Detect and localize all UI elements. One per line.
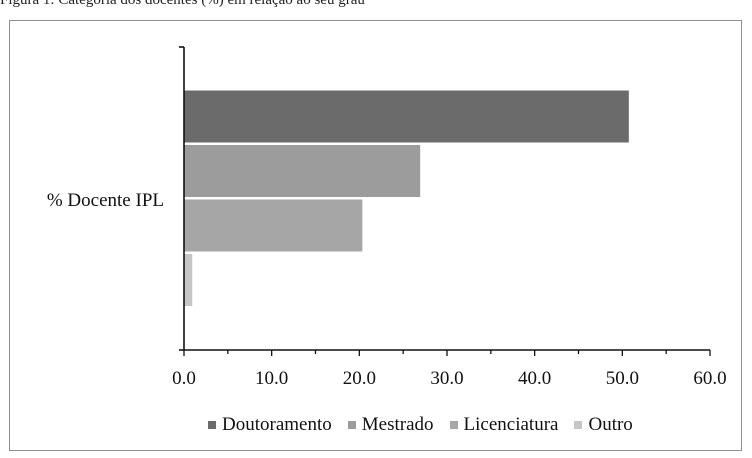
x-tick-label: 40.0	[518, 368, 551, 389]
legend-label: Doutoramento	[222, 414, 332, 435]
legend-item-mestrado: Mestrado	[347, 414, 434, 436]
x-tick-labels: 0.0 10.0 20.0 30.0 40.0 50.0 60.0	[172, 368, 727, 389]
bar-doutoramento	[183, 89, 630, 144]
legend-label: Outro	[588, 414, 633, 435]
x-tick-label: 20.0	[343, 368, 376, 389]
legend-item-doutoramento: Doutoramento	[208, 414, 332, 436]
bar-licenciatura	[183, 198, 364, 253]
legend-label: Licenciatura	[463, 414, 559, 435]
figure-caption: Figura 1: Categoria dos docentes (%) em …	[0, 0, 365, 8]
x-tick-label: 30.0	[430, 368, 463, 389]
legend-swatch-licenciatura	[449, 421, 458, 429]
x-tick-label: 50.0	[606, 368, 639, 389]
legend-swatch-mestrado	[347, 421, 356, 429]
x-tick-label: 10.0	[255, 368, 288, 389]
category-label: % Docente IPL	[47, 190, 164, 211]
bar-outro	[183, 253, 194, 307]
x-tick-label: 0.0	[172, 368, 196, 389]
x-tick-label: 60.0	[693, 368, 726, 389]
bars-layer	[183, 89, 630, 307]
legend-item-licenciatura: Licenciatura	[449, 414, 559, 436]
legend-swatch-outro	[574, 421, 583, 429]
legend: Doutoramento Mestrado Licenciatura Outro	[208, 414, 633, 436]
legend-label: Mestrado	[361, 414, 434, 435]
axes-layer	[179, 46, 711, 356]
bar-mestrado	[183, 144, 422, 198]
legend-swatch-doutoramento	[208, 421, 216, 429]
legend-item-outro: Outro	[574, 414, 633, 436]
